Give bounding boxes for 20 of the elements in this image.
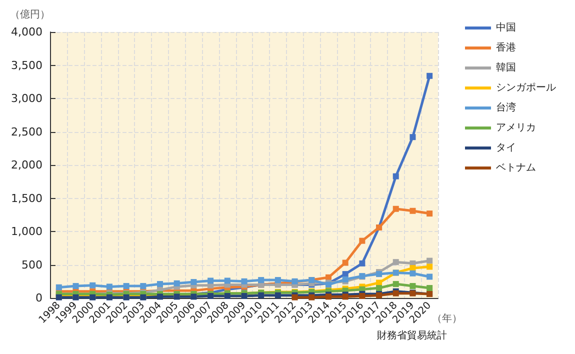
y-tick-label: 500: [21, 258, 42, 272]
text: 財務省貿易統計: [377, 330, 447, 342]
legend-label: 香港: [496, 42, 516, 54]
y-axis-title: （億円）: [10, 8, 50, 20]
legend-label: タイ: [496, 142, 516, 154]
legend-label: シンガポール: [496, 82, 556, 94]
y-tick-label: 3,000: [10, 92, 42, 105]
y-tick-label: 1,500: [10, 192, 42, 205]
legend-label: 韓国: [496, 62, 516, 74]
x-axis-title: （年）: [432, 312, 462, 324]
y-tick-label: 2,500: [10, 125, 42, 138]
y-tick-label: 1,000: [10, 225, 42, 238]
y-tick-label: 2,000: [10, 158, 42, 172]
y-tick-label: 0: [35, 292, 42, 304]
legend-label: ベトナム: [496, 162, 536, 174]
y-tick-label: 4,000: [10, 26, 42, 38]
y-tick-label: 3,500: [10, 58, 42, 72]
legend-label: アメリカ: [496, 122, 536, 134]
legend-label: 台湾: [496, 102, 516, 114]
legend-label: 中国: [496, 22, 516, 34]
